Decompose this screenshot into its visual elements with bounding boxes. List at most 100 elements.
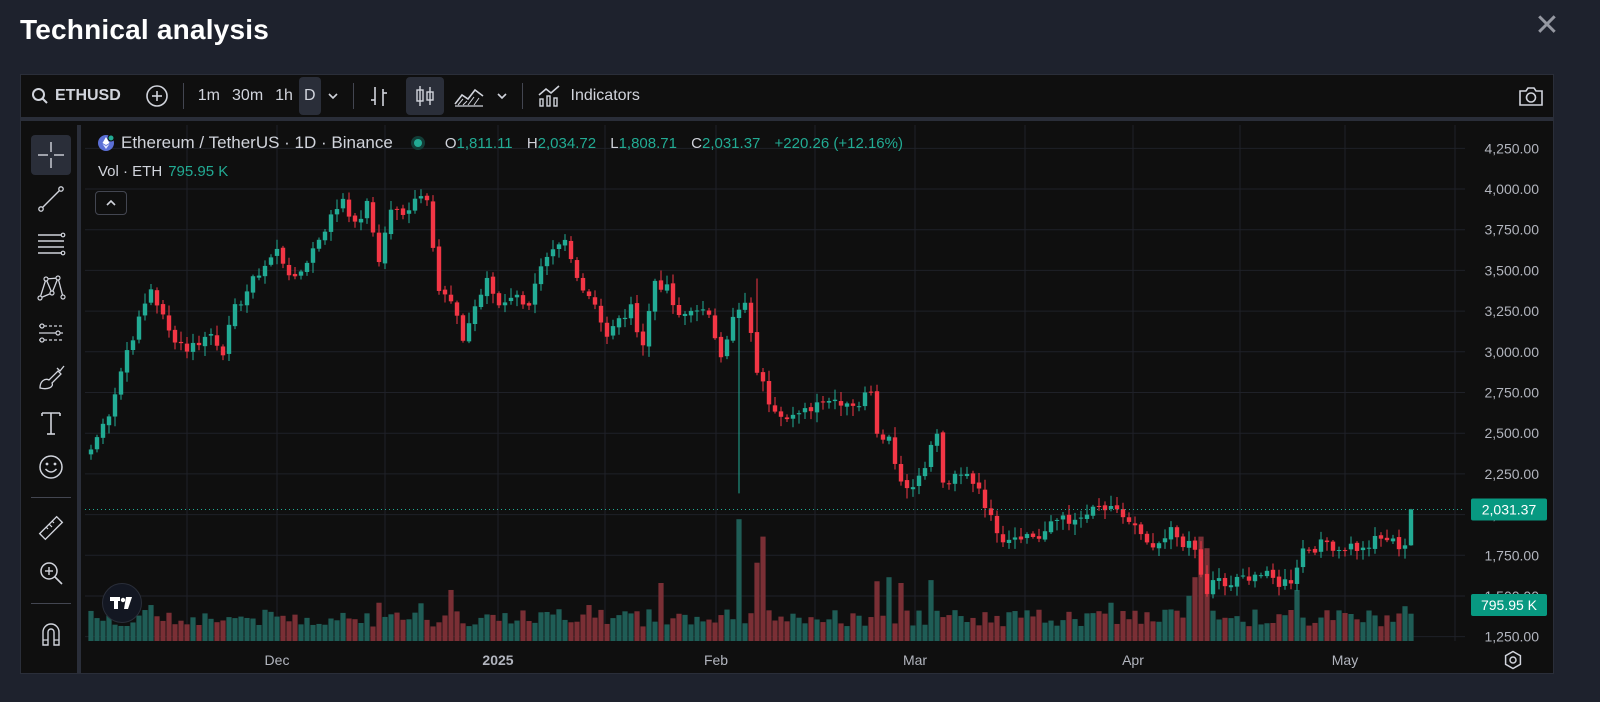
candle-body (358, 218, 364, 223)
volume-bar (466, 626, 472, 641)
volume-bar (646, 609, 652, 641)
volume-bar (184, 624, 190, 641)
volume-bar (1090, 613, 1096, 641)
compare-symbol-button[interactable] (139, 77, 175, 115)
candle-body (928, 444, 934, 467)
candle-body (454, 302, 460, 316)
candle-body (1354, 542, 1360, 551)
volume-bar (592, 617, 598, 641)
volume-bar (286, 621, 292, 641)
candles-chart-type-button[interactable] (405, 77, 444, 115)
volume-bar (1060, 620, 1066, 641)
zoom-tool-button[interactable] (31, 553, 71, 593)
candle-body (1114, 505, 1120, 510)
candle-body (1204, 573, 1210, 594)
chart-type-dropdown-button[interactable] (490, 77, 514, 115)
candle-body (1258, 575, 1264, 577)
candle-body (424, 195, 430, 201)
volume-bar (334, 620, 340, 641)
candle-body (1264, 570, 1270, 577)
volume-bar (400, 619, 406, 641)
volume-bar (1150, 621, 1156, 641)
volume-bar (1024, 610, 1030, 641)
brush-tool-button[interactable] (31, 358, 71, 398)
symbol-search-button[interactable]: ETHUSD (21, 77, 127, 115)
volume-bar (106, 600, 112, 641)
volume-bar (382, 616, 388, 641)
candle-body (220, 346, 226, 356)
volume-bar (388, 614, 394, 641)
candle-body (760, 372, 766, 382)
volume-bar (304, 617, 310, 641)
candle-body (1300, 548, 1306, 568)
volume-bar (406, 619, 412, 641)
volume-bar (1156, 621, 1162, 641)
measure-tool-button[interactable] (31, 508, 71, 548)
volume-bar (1312, 622, 1318, 641)
area-chart-type-button[interactable] (448, 77, 490, 115)
crosshair-tool-button[interactable] (31, 135, 71, 175)
price-chart[interactable]: 4,250.00 4,000.00 3,750.00 3,500.00 3,250.00… (85, 125, 1553, 674)
candle-body (1102, 505, 1108, 511)
candle-body (1240, 575, 1246, 577)
volume-bar (556, 609, 562, 641)
candle-body (208, 334, 214, 336)
candle-body (1360, 547, 1366, 551)
volume-bar (1018, 617, 1024, 641)
symbol-title[interactable]: Ethereum / TetherUS · 1D · Binance (121, 133, 393, 152)
forecast-tool-button[interactable] (31, 313, 71, 353)
interval-1m-button[interactable]: 1m (197, 87, 221, 104)
candle-body (946, 483, 952, 485)
candle-body (292, 273, 298, 277)
legend-collapse-button[interactable] (95, 191, 127, 215)
candle-body (1312, 548, 1318, 553)
interval-dropdown-button[interactable] (321, 77, 345, 115)
candle-body (748, 302, 754, 333)
interval-1h-button[interactable]: 1h (275, 87, 293, 104)
candle-body (88, 449, 94, 455)
close-icon[interactable]: ✕ (1534, 9, 1560, 42)
close-label: C (691, 134, 702, 152)
candle-body (142, 303, 148, 316)
volume-bar (952, 610, 958, 641)
magnet-tool-button[interactable] (31, 614, 71, 654)
pattern-tool-button[interactable] (31, 268, 71, 308)
candle-body (1084, 514, 1090, 519)
text-tool-button[interactable] (31, 403, 71, 443)
chart-settings-button[interactable] (1501, 648, 1525, 672)
indicators-label: Indicators (570, 87, 640, 104)
change-value: +220.26 (+12.16%) (774, 134, 903, 152)
volume-bar (838, 623, 844, 641)
interval-d-button[interactable]: D (298, 77, 321, 115)
bar-chart-type-button[interactable] (362, 77, 396, 115)
indicators-button[interactable]: Indicators (531, 77, 646, 115)
chart-pane[interactable]: 4,250.00 4,000.00 3,750.00 3,500.00 3,250.00… (85, 125, 1553, 674)
volume-bar (1198, 536, 1204, 641)
x-axis-tick-label: Feb (704, 652, 728, 668)
volume-bar (766, 610, 772, 641)
candle-body (130, 340, 136, 350)
candle-body (868, 391, 874, 393)
volume-bar (208, 618, 214, 641)
snapshot-button[interactable] (1511, 77, 1551, 115)
candle-body (700, 309, 706, 311)
volume-bar (220, 620, 226, 641)
candle-body (1210, 580, 1216, 595)
volume-bar (484, 614, 490, 641)
fib-tool-button[interactable] (31, 224, 71, 264)
candle-body (640, 331, 646, 346)
candle-body (646, 310, 652, 347)
interval-30m-button[interactable]: 30m (232, 87, 264, 104)
trend-line-tool-button[interactable] (31, 179, 71, 219)
volume-bar (1084, 613, 1090, 641)
candle-body (256, 275, 262, 278)
volume-bar (682, 614, 688, 641)
candle-body (418, 196, 424, 199)
chevron-down-icon (327, 93, 338, 100)
candle-body (1276, 576, 1282, 587)
volume-bar (1300, 617, 1306, 641)
candle-body (1378, 535, 1384, 539)
high-label: H (526, 134, 538, 152)
tradingview-logo[interactable] (102, 583, 142, 623)
emoji-tool-button[interactable] (31, 447, 71, 487)
